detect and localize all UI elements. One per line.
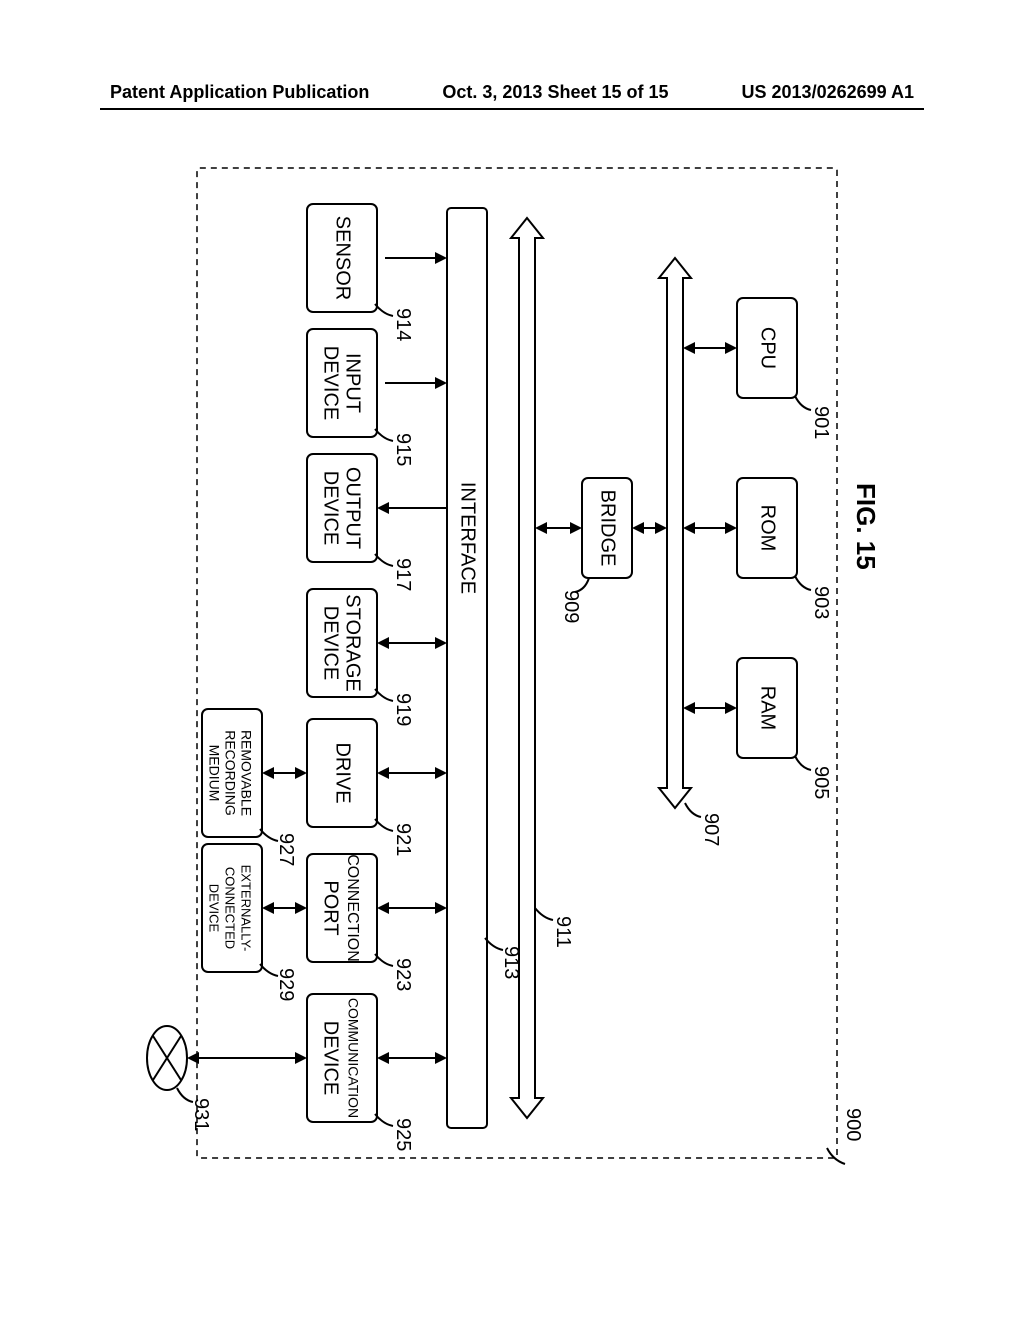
ref-917: 917 [392,558,414,591]
input-device: INPUT DEVICE 915 [307,329,447,466]
ref-903: 903 [810,586,832,619]
ref-907: 907 [700,813,722,846]
rem-label-1: REMOVABLE [238,730,254,816]
communication-device: COMMUNICATION DEVICE 925 [307,994,447,1151]
sensor: SENSOR 914 [307,204,447,341]
header-right: US 2013/0262699 A1 [742,82,914,103]
ref-901: 901 [810,406,832,439]
connection-port: CONNECTION PORT 923 [307,854,447,991]
page-header: Patent Application Publication Oct. 3, 2… [110,82,914,103]
ext-label-2: CONNECTED [223,867,238,949]
storage-device: STORAGE DEVICE 919 [307,589,447,726]
arrow-bridge-bus2 [535,522,582,534]
ref-921: 921 [392,823,414,856]
rem-label-2: RECORDING [222,730,238,816]
comm-label-1: COMMUNICATION [345,998,361,1118]
arrow-bus-bridge [632,522,667,534]
storage-label-1: STORAGE [342,594,364,691]
output-label-1: OUTPUT [342,467,364,549]
header-left: Patent Application Publication [110,82,369,103]
comm-label-2: DEVICE [320,1021,342,1095]
bridge-label: BRIDGE [597,490,619,567]
drive-label: DRIVE [332,742,354,803]
ref-914: 914 [392,308,414,341]
header-rule [100,108,924,110]
figure-title: FIG. 15 [851,483,881,570]
ref-913: 913 [500,946,522,979]
output-label-2: DEVICE [320,471,342,545]
drive: DRIVE 921 [307,719,447,856]
input-label-2: DEVICE [320,346,342,420]
header-center: Oct. 3, 2013 Sheet 15 of 15 [442,82,668,103]
ref-923: 923 [392,958,414,991]
rem-label-3: MEDIUM [206,745,222,802]
arrow-rom-bus [683,522,737,534]
arrow-cpu-bus [683,342,737,354]
leader-901 [795,396,811,410]
conn-label-1: CONNECTION [344,854,361,962]
ref-915: 915 [392,433,414,466]
page: Patent Application Publication Oct. 3, 2… [0,0,1024,1320]
leader-900 [827,1148,845,1164]
ext-label-1: EXTERNALLY- [239,865,254,952]
leader-903 [795,576,811,590]
ref-900: 900 [842,1108,864,1141]
leader-905 [795,756,811,770]
diagram-svg: FIG. 15 900 CPU 901 ROM 903 RA [145,148,887,1178]
input-label-1: INPUT [342,353,364,413]
external-device: EXTERNALLY- CONNECTED DEVICE 929 [202,844,307,1001]
ref-931: 931 [190,1098,212,1131]
leader-911 [535,908,553,920]
ram-label: RAM [757,686,779,730]
ref-929: 929 [275,968,297,1001]
bus-907 [659,258,691,808]
ref-909: 909 [560,590,582,623]
ref-905: 905 [810,766,832,799]
leader-907 [685,803,701,817]
network-symbol: 931 [147,1026,307,1131]
removable-medium: REMOVABLE RECORDING MEDIUM 927 [202,709,307,866]
rom-label: ROM [757,505,779,552]
output-device: OUTPUT DEVICE 917 [307,454,447,591]
bus-911 [511,218,543,1118]
interface-label: INTERFACE [457,482,479,594]
ref-919: 919 [392,693,414,726]
ext-label-3: DEVICE [207,884,222,933]
arrow-ram-bus [683,702,737,714]
sensor-label: SENSOR [332,216,354,300]
cpu-label: CPU [757,327,779,369]
figure-15: FIG. 15 900 CPU 901 ROM 903 RA [145,148,887,1178]
conn-label-2: PORT [320,880,342,935]
ref-911: 911 [552,916,574,948]
interface-box [447,208,487,1128]
storage-label-2: DEVICE [320,606,342,680]
ref-927: 927 [275,833,297,866]
ref-925: 925 [392,1118,414,1151]
